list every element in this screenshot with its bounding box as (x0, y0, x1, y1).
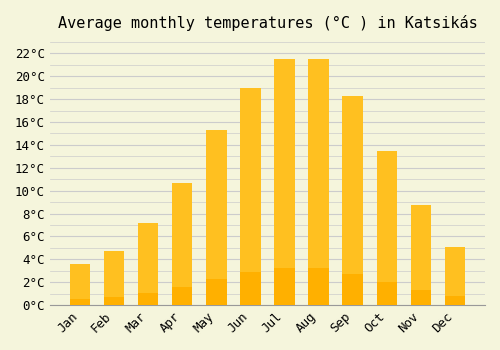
Bar (206, 130, 227, 305)
Bar (342, 274, 363, 305)
Bar (308, 59, 329, 305)
Title: Average monthly temperatures (°C ) in Katsikás: Average monthly temperatures (°C ) in Ka… (58, 15, 478, 31)
Bar (240, 88, 260, 305)
Bar (376, 282, 397, 305)
Bar (70, 264, 90, 305)
Bar (445, 296, 465, 305)
Bar (376, 150, 397, 305)
Bar (274, 268, 294, 305)
Bar (172, 287, 193, 305)
Bar (70, 299, 90, 305)
Bar (308, 268, 329, 305)
Bar (104, 297, 124, 305)
Bar (410, 205, 431, 305)
Bar (445, 247, 465, 305)
Bar (240, 272, 260, 305)
Bar (172, 183, 193, 305)
Bar (104, 251, 124, 305)
Bar (138, 223, 158, 305)
Bar (410, 290, 431, 305)
Bar (274, 59, 294, 305)
Bar (342, 96, 363, 305)
Bar (138, 293, 158, 305)
Bar (206, 279, 227, 305)
